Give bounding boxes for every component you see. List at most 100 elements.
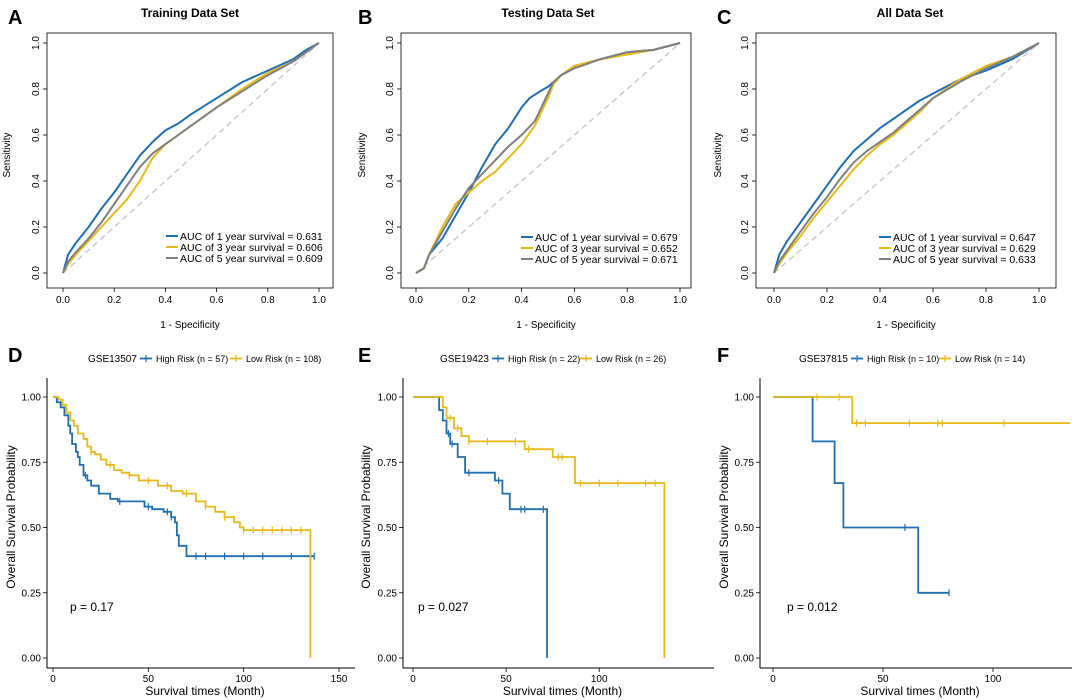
panel-letter-f: F xyxy=(717,345,729,367)
roc-curve-blue xyxy=(62,42,320,274)
y-tick-label: 0.6 xyxy=(740,128,751,142)
y-tick-label: 0.75 xyxy=(735,458,755,469)
y-tick-label: 0.2 xyxy=(740,220,751,234)
km-curve-gold xyxy=(413,396,666,658)
plot-frame xyxy=(46,32,334,289)
y-tick-label: 0.4 xyxy=(385,174,396,188)
x-tick-label: 0.4 xyxy=(158,295,172,306)
plot-frame xyxy=(400,32,692,289)
panel-letter-b: B xyxy=(358,7,372,29)
y-tick-label: 1.00 xyxy=(378,393,398,404)
legend-entry: High Risk (n = 57) xyxy=(156,354,228,364)
panel-letter-c: C xyxy=(717,7,731,29)
x-tick-label: 50 xyxy=(877,674,889,685)
y-tick-label: 0.4 xyxy=(740,174,751,188)
y-tick-label: 0.8 xyxy=(740,82,751,96)
y-axis-label: Sensitivity xyxy=(357,132,368,177)
y-tick-label: 1.00 xyxy=(22,393,42,404)
x-tick-label: 0.0 xyxy=(767,295,781,306)
y-axis-label: Overall Survival Probability xyxy=(4,445,18,588)
y-tick-label: 0.8 xyxy=(385,82,396,96)
x-tick-label: 0 xyxy=(410,674,416,685)
x-tick-label: 0 xyxy=(770,674,776,685)
km-curve-blue xyxy=(53,396,315,558)
y-tick-label: 0.8 xyxy=(31,82,42,96)
y-tick-label: 0.6 xyxy=(31,128,42,142)
y-tick-label: 1.0 xyxy=(740,36,751,50)
x-tick-label: 0.6 xyxy=(210,295,224,306)
legend-entry: AUC of 5 year survival = 0.671 xyxy=(535,254,678,266)
km-curve-blue xyxy=(773,396,949,594)
km-curve-gold xyxy=(53,396,312,658)
y-tick-label: 0.6 xyxy=(385,128,396,142)
p-value: p = 0.012 xyxy=(787,600,838,614)
panel-letter-e: E xyxy=(358,345,371,367)
chart-title: Training Data Set xyxy=(141,6,239,20)
y-tick-label: 0.50 xyxy=(735,523,755,534)
reference-diagonal xyxy=(62,42,320,274)
legend-entry: AUC of 1 year survival = 0.631 xyxy=(180,231,323,243)
x-tick-label: 100 xyxy=(985,674,1002,685)
y-tick-label: 0.2 xyxy=(31,220,42,234)
y-tick-label: 0.25 xyxy=(22,588,42,599)
x-tick-label: 1.0 xyxy=(312,295,326,306)
reference-diagonal xyxy=(415,42,681,274)
y-tick-label: 0.4 xyxy=(31,174,42,188)
y-tick-label: 1.0 xyxy=(31,36,42,50)
x-axis-label: Survival times (Month) xyxy=(860,684,979,698)
legend-title: GSE13507 xyxy=(88,354,137,365)
y-tick-label: 1.0 xyxy=(385,36,396,50)
x-axis-label: 1 - Specificity xyxy=(876,320,935,331)
y-axis-label: Overall Survival Probability xyxy=(717,445,731,588)
legend-entry: AUC of 5 year survival = 0.609 xyxy=(180,253,323,265)
x-tick-label: 0.0 xyxy=(56,295,70,306)
legend-title: GSE19423 xyxy=(440,354,489,365)
x-tick-label: 1.0 xyxy=(673,295,687,306)
legend-entry: High Risk (n = 10) xyxy=(867,354,939,364)
legend-entry: AUC of 1 year survival = 0.679 xyxy=(535,232,678,244)
x-tick-label: 0.8 xyxy=(620,295,634,306)
x-tick-label: 0.2 xyxy=(462,295,476,306)
x-tick-label: 50 xyxy=(143,674,155,685)
plot-frame xyxy=(755,32,1057,289)
y-tick-label: 0.50 xyxy=(378,523,398,534)
x-tick-label: 0.4 xyxy=(873,295,887,306)
roc-curve-gold xyxy=(773,42,1040,274)
roc-curve-gray xyxy=(62,42,320,274)
y-tick-label: 0.50 xyxy=(22,523,42,534)
y-axis-label: Overall Survival Probability xyxy=(359,445,373,588)
plots-layer xyxy=(43,32,1072,672)
x-tick-label: 50 xyxy=(501,674,513,685)
x-tick-label: 150 xyxy=(331,674,348,685)
roc-curve-gray xyxy=(773,42,1040,274)
x-axis-label: 1 - Specificity xyxy=(516,320,575,331)
legend-entry: Low Risk (n = 14) xyxy=(955,354,1025,364)
panel-letter-d: D xyxy=(8,345,22,367)
x-tick-label: 0 xyxy=(50,674,56,685)
legend-entry: AUC of 1 year survival = 0.647 xyxy=(893,232,1036,244)
y-tick-label: 0.00 xyxy=(378,654,398,665)
y-tick-label: 0.00 xyxy=(735,654,755,665)
roc-curve-gold xyxy=(62,42,320,274)
roc-curve-gray xyxy=(415,42,681,274)
y-axis-label: Sensitivity xyxy=(2,132,13,177)
reference-diagonal xyxy=(773,42,1040,274)
x-tick-label: 0.6 xyxy=(567,295,581,306)
x-tick-label: 0.2 xyxy=(107,295,121,306)
chart-title: Testing Data Set xyxy=(501,6,594,20)
x-tick-label: 0.8 xyxy=(261,295,275,306)
x-tick-label: 100 xyxy=(591,674,608,685)
y-tick-label: 0.25 xyxy=(378,588,398,599)
y-tick-label: 0.75 xyxy=(378,458,398,469)
x-tick-label: 0.6 xyxy=(926,295,940,306)
km-curve-gold xyxy=(773,396,1070,424)
y-tick-label: 1.00 xyxy=(735,393,755,404)
legend-entry: AUC of 3 year survival = 0.652 xyxy=(535,243,678,255)
x-axis-label: Survival times (Month) xyxy=(145,684,264,698)
x-tick-label: 0.2 xyxy=(820,295,834,306)
legend-entry: Low Risk (n = 108) xyxy=(246,354,321,364)
x-tick-label: 0.8 xyxy=(979,295,993,306)
y-tick-label: 0.0 xyxy=(31,266,42,280)
p-value: p = 0.027 xyxy=(418,600,469,614)
